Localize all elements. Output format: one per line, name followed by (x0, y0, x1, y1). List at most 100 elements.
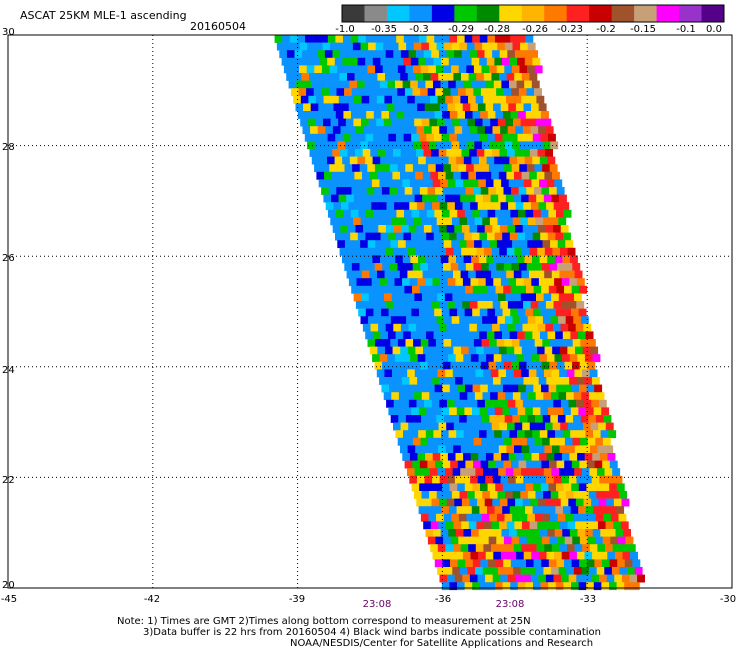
swath-cell (609, 483, 618, 492)
swath-cell (418, 57, 427, 66)
swath-cell (446, 422, 455, 431)
swath-cell (462, 377, 471, 385)
swath-cell (584, 453, 593, 461)
swath-cell (380, 232, 389, 241)
swath-cell (456, 407, 465, 416)
swath-cell (606, 498, 615, 507)
swath-cell (577, 354, 586, 363)
swath-cell (459, 392, 468, 401)
swath-cell (561, 574, 569, 583)
swath-cell (462, 301, 471, 309)
swath-cell (525, 133, 534, 142)
swath-cell (550, 392, 559, 401)
swath-cell (539, 156, 548, 165)
swath-cell (518, 384, 527, 393)
swath-cell (523, 574, 531, 583)
swath-cell (468, 346, 477, 355)
swath-cell (410, 57, 419, 66)
swath-cell (435, 65, 444, 74)
swath-cell (435, 437, 444, 446)
swath-cell (457, 111, 466, 119)
swath-cell (446, 247, 454, 256)
swath-cell (563, 407, 572, 416)
swath-cell (351, 111, 359, 119)
swath-cell (421, 217, 430, 226)
swath-cell (344, 65, 353, 74)
swath-cell (463, 430, 472, 439)
swath-cell (542, 437, 550, 446)
swath-cell (565, 491, 574, 499)
swath-cell (561, 453, 570, 461)
swath-cell (341, 179, 350, 188)
swath-cell (421, 118, 430, 127)
swath-cell (454, 202, 463, 211)
swath-cell (454, 301, 463, 309)
swath-cell (580, 316, 589, 325)
swath-cell (450, 88, 459, 97)
swath-cell (391, 217, 399, 226)
swath-cell (369, 95, 378, 104)
swath-cell (506, 171, 515, 180)
swath-cell (411, 384, 420, 393)
swath-cell (374, 187, 383, 195)
swath-cell (402, 278, 410, 287)
swath-cell (488, 361, 497, 370)
swath-cell (435, 263, 444, 271)
swath-cell (500, 551, 509, 560)
swath-cell (479, 308, 488, 317)
swath-cell (427, 384, 435, 393)
swath-cell (570, 255, 578, 264)
swath-cell (440, 255, 449, 264)
swath-cell (305, 111, 314, 119)
swath-cell (555, 331, 564, 340)
swath-cell (335, 35, 344, 43)
swath-cell (382, 164, 391, 173)
swath-cell (567, 247, 576, 256)
swath-cell (451, 217, 460, 226)
swath-cell (435, 460, 443, 469)
swath-cell (586, 384, 595, 393)
swath-cell (541, 536, 550, 545)
swath-cell (610, 536, 619, 545)
swath-cell (463, 529, 472, 537)
swath-cell (425, 354, 434, 363)
swath-cell (634, 567, 643, 575)
swath-cell (578, 483, 587, 492)
swath-cell (531, 551, 540, 560)
swath-cell (423, 346, 431, 355)
swath-cell (509, 255, 518, 264)
swath-cell (576, 399, 584, 408)
swath-cell (529, 73, 538, 81)
swath-cell (492, 399, 501, 408)
swath-cell (477, 225, 485, 233)
swath-cell (591, 574, 600, 583)
swath-cell (429, 194, 438, 203)
swath-cell (578, 331, 586, 340)
swath-cell (383, 217, 392, 226)
swath-cell (437, 194, 446, 203)
swath-cell (418, 232, 427, 241)
swath-cell (497, 491, 506, 499)
swath-cell (416, 498, 425, 507)
swath-cell (420, 437, 429, 446)
swath-cell (584, 377, 593, 385)
swath-cell (458, 437, 467, 446)
swath-cell (314, 164, 322, 173)
swath-cell (523, 475, 532, 484)
swath-cell (511, 88, 520, 97)
swath-cell (390, 65, 399, 74)
swath-cell (402, 179, 411, 188)
swath-cell (544, 544, 553, 553)
swath-cell (369, 73, 378, 81)
swath-cell (489, 415, 498, 423)
swath-cell (519, 513, 528, 522)
swath-cell (538, 103, 547, 112)
swath-cell (381, 384, 390, 393)
swath-cell (563, 308, 572, 317)
swath-cell (445, 194, 453, 203)
swath-cell (511, 187, 519, 195)
swath-cell (594, 483, 602, 492)
swath-cell (446, 498, 455, 507)
swath-cell (531, 80, 540, 89)
swath-cell (532, 57, 541, 66)
